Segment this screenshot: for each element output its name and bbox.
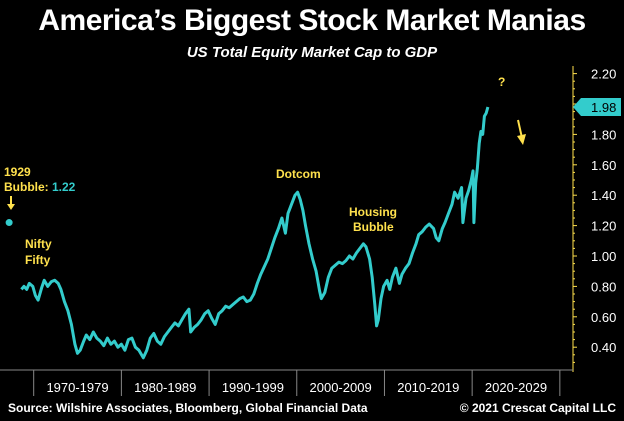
x-tick-label: 2020-2029	[485, 380, 547, 395]
annotation-fifty: Fifty	[25, 253, 51, 267]
arrow-down-head	[517, 134, 526, 145]
y-tick-label: 1.40	[591, 188, 616, 203]
x-tick-label: 1980-1989	[134, 380, 196, 395]
annotation-1929-bubble-prefix: Bubble:	[4, 180, 52, 194]
x-tick-label: 2010-2019	[397, 380, 459, 395]
annotation-housing: Housing	[349, 205, 397, 219]
point-1929	[5, 219, 13, 227]
copyright-note: © 2021 Crescat Capital LLC	[459, 401, 616, 415]
chart-subtitle: US Total Equity Market Cap to GDP	[186, 44, 438, 61]
current-value-label: 1.98	[591, 100, 616, 115]
x-tick-label: 2000-2009	[310, 380, 372, 395]
annotation-dotcom: Dotcom	[276, 167, 321, 181]
x-tick-label: 1970-1979	[46, 380, 108, 395]
y-tick-label: 1.80	[591, 127, 616, 142]
annotation-1929: 1929	[4, 165, 31, 179]
annotation-bubble: Bubble	[353, 220, 394, 234]
annotation-1929-bubble-value: 1.22	[52, 180, 76, 194]
y-tick-label: 1.20	[591, 219, 616, 234]
chart-title: America’s Biggest Stock Market Manias	[38, 4, 586, 37]
arrow-1929-head	[7, 204, 15, 210]
y-tick-label: 0.40	[591, 340, 616, 355]
y-tick-label: 0.80	[591, 279, 616, 294]
chart-series: 1.98	[5, 98, 621, 360]
current-value-box	[573, 98, 621, 117]
source-note: Source: Wilshire Associates, Bloomberg, …	[8, 401, 368, 415]
y-tick-label: 1.00	[591, 249, 616, 264]
annotation-question-mark: ?	[498, 75, 505, 89]
y-tick-label: 2.20	[591, 67, 616, 82]
annotation-nifty: Nifty	[25, 237, 52, 251]
y-tick-label: 1.60	[591, 158, 616, 173]
annotation-1929-bubble: Bubble: 1.22	[4, 180, 76, 194]
series-line-market-cap-to-gdp	[20, 106, 490, 360]
x-tick-label: 1990-1999	[222, 380, 284, 395]
chart-axes: 0.400.600.801.001.201.401.601.802.002.20…	[0, 66, 616, 396]
arrow-down-shaft	[517, 119, 523, 139]
y-tick-label: 0.60	[591, 310, 616, 325]
